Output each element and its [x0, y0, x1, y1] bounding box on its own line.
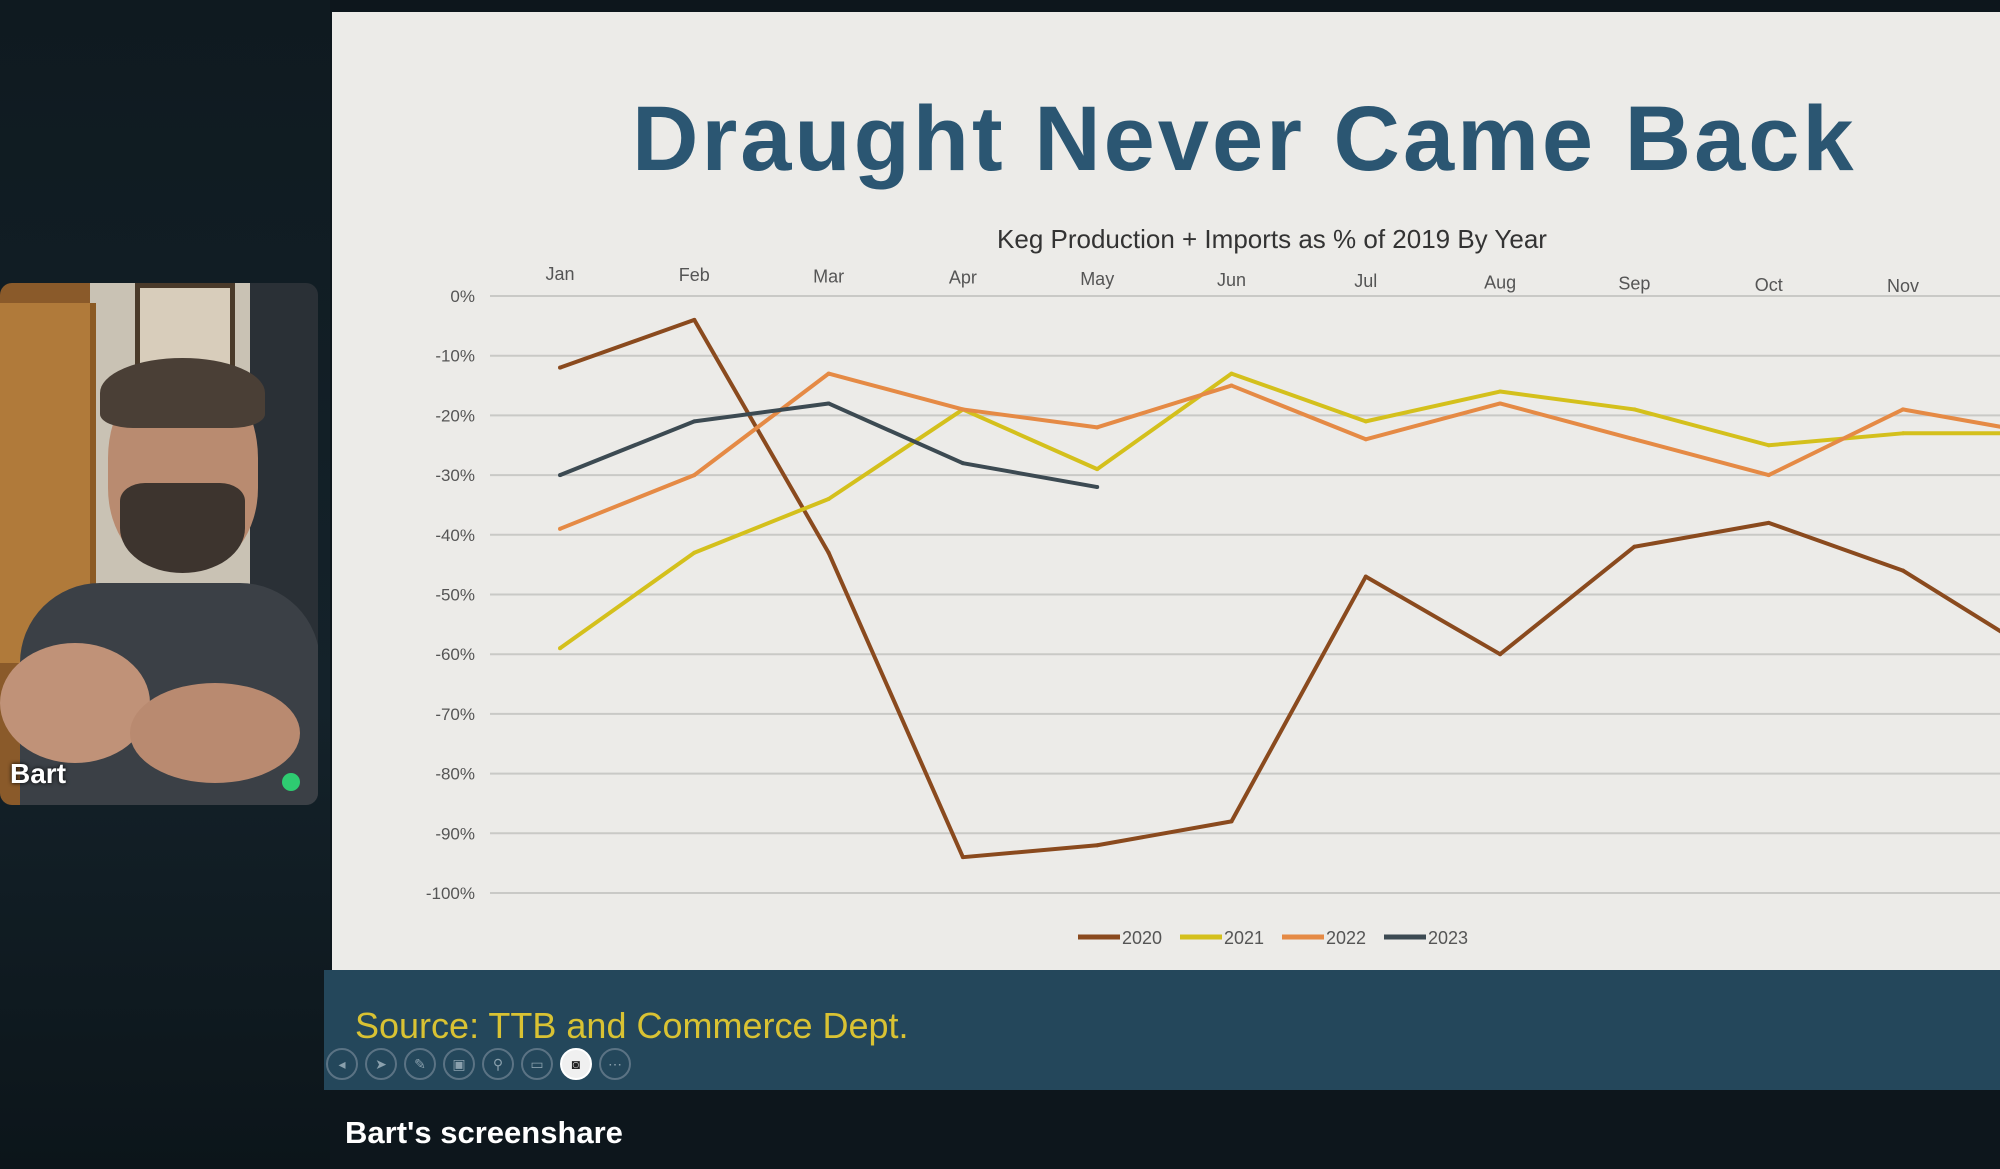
data-point-2021: [1363, 419, 1368, 424]
y-tick-label: -10%: [435, 347, 475, 366]
data-point-2020: [1498, 652, 1503, 657]
data-point-2022: [1095, 425, 1100, 430]
data-point-2020: [1363, 574, 1368, 579]
data-point-2021: [1901, 431, 1905, 436]
data-point-2020: [960, 855, 965, 860]
pointer-icon[interactable]: ➤: [365, 1048, 397, 1080]
data-point-2021: [1766, 443, 1771, 448]
data-point-2020: [1632, 544, 1637, 549]
y-tick-label: -90%: [435, 824, 475, 843]
y-tick-label: 0%: [450, 287, 475, 306]
data-point-2021: [1498, 389, 1503, 394]
zoom-icon[interactable]: ⚲: [482, 1048, 514, 1080]
data-point-2020: [1766, 520, 1771, 525]
data-point-2021: [1229, 371, 1234, 376]
data-point-2022: [960, 407, 965, 412]
participant-hand: [130, 683, 300, 783]
data-point-2020: [1095, 843, 1100, 848]
y-tick-label: -80%: [435, 765, 475, 784]
chart-title: Keg Production + Imports as % of 2019 By…: [997, 224, 1547, 254]
legend-label-2023: 2023: [1428, 928, 1468, 948]
x-tick-label: Feb: [679, 265, 710, 285]
x-tick-label: Jan: [545, 264, 574, 284]
data-point-2021: [692, 550, 697, 555]
data-point-2020: [692, 317, 697, 322]
y-tick-label: -30%: [435, 466, 475, 485]
data-point-2022: [1901, 407, 1905, 412]
y-tick-label: -50%: [435, 586, 475, 605]
data-point-2023: [960, 461, 965, 466]
x-tick-label: Apr: [949, 268, 977, 288]
legend-label-2021: 2021: [1224, 928, 1264, 948]
pen-icon[interactable]: ✎: [404, 1048, 436, 1080]
data-point-2021: [558, 646, 562, 651]
data-point-2020: [1229, 819, 1234, 824]
series-line-2022: [559, 371, 2000, 531]
data-point-2023: [558, 473, 562, 478]
data-point-2022: [692, 473, 697, 478]
x-tick-label: Aug: [1484, 272, 1516, 292]
y-tick-label: -60%: [435, 645, 475, 664]
x-tick-label: Mar: [813, 266, 844, 286]
participant-video-tile[interactable]: Bart: [0, 283, 318, 805]
participant-hair: [100, 358, 265, 428]
x-tick-label: Sep: [1618, 274, 1650, 294]
y-tick-label: -20%: [435, 406, 475, 425]
series-line-2021: [558, 371, 2000, 650]
data-point-2023: [692, 419, 697, 424]
slide-title: Draught Never Came Back: [632, 88, 1857, 190]
data-point-2022: [1229, 383, 1234, 388]
more-icon[interactable]: ⋯: [599, 1048, 631, 1080]
data-point-2023: [1095, 485, 1100, 490]
data-point-2021: [1632, 407, 1637, 412]
data-point-2022: [1766, 473, 1771, 478]
y-tick-label: -100%: [426, 884, 475, 903]
data-point-2020: [826, 550, 831, 555]
data-point-2022: [826, 371, 831, 376]
active-status-dot: [282, 773, 300, 791]
legend-label-2020: 2020: [1122, 928, 1162, 948]
data-point-2020: [558, 365, 562, 370]
back-icon[interactable]: ◂: [326, 1048, 358, 1080]
x-tick-label: Nov: [1887, 276, 1919, 296]
participant-name: Bart: [10, 758, 67, 789]
data-point-2023: [826, 401, 831, 406]
y-tick-label: -40%: [435, 526, 475, 545]
line-chart: Keg Production + Imports as % of 2019 By…: [426, 224, 2000, 948]
presentation-slide: Draught Never Came Back: [332, 12, 2000, 970]
data-point-2022: [558, 526, 562, 531]
participant-hand: [0, 643, 150, 763]
data-point-2022: [1363, 437, 1368, 442]
x-tick-label: Jun: [1217, 270, 1246, 290]
legend-label-2022: 2022: [1326, 928, 1366, 948]
slide-source: Source: TTB and Commerce Dept.: [355, 1005, 909, 1046]
x-tick-label: Jul: [1354, 271, 1377, 291]
data-point-2020: [1901, 568, 1905, 573]
data-point-2022: [1498, 401, 1503, 406]
data-point-2021: [1095, 467, 1100, 472]
y-tick-label: -70%: [435, 705, 475, 724]
subtitles-icon[interactable]: ▭: [521, 1048, 553, 1080]
data-point-2022: [1632, 437, 1637, 442]
x-tick-label: Oct: [1755, 275, 1783, 295]
camera-icon[interactable]: ◙: [560, 1048, 592, 1080]
series-line-2020: [559, 317, 2000, 860]
screenshare-label: Bart's screenshare: [345, 1115, 623, 1150]
participant-beard: [120, 483, 245, 573]
x-tick-label: May: [1080, 269, 1114, 289]
presenter-toolbar: ◂ ➤ ✎ ▣ ⚲ ▭ ◙ ⋯: [326, 1048, 631, 1080]
data-point-2021: [826, 496, 831, 501]
slides-icon[interactable]: ▣: [443, 1048, 475, 1080]
